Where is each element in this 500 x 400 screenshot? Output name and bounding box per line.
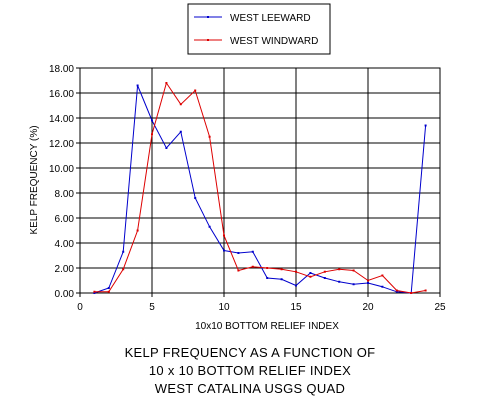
y-tick-label: 2.00	[55, 264, 75, 275]
data-point-west-leeward	[237, 252, 240, 254]
data-point-west-windward	[93, 290, 96, 293]
data-point-west-windward	[237, 269, 240, 272]
data-point-west-leeward	[223, 249, 225, 252]
data-point-west-leeward	[194, 197, 197, 199]
data-point-west-windward	[395, 289, 398, 292]
caption-line-1: KELP FREQUENCY AS A FUNCTION OF	[124, 345, 376, 360]
plot-frame	[79, 67, 441, 294]
legend-label-windward: WEST WINDWARD	[230, 36, 318, 47]
y-axis-ticks: 0.00 2.00 4.00 6.00 8.00 10.00 12.00 14.00 16.00…	[49, 64, 80, 300]
y-tick-label: 0.00	[55, 289, 75, 300]
x-tick-label: 5	[149, 302, 155, 313]
data-point-west-leeward	[266, 277, 269, 279]
data-point-west-windward	[323, 270, 326, 273]
data-point-west-windward	[309, 275, 312, 278]
y-tick-label: 6.00	[55, 214, 75, 225]
y-axis-title: KELP FREQUENCY (%)	[29, 125, 40, 234]
y-tick-label: 12.00	[49, 139, 74, 150]
data-point-west-leeward	[208, 225, 211, 228]
data-point-west-windward	[165, 82, 168, 84]
x-tick-label: 15	[290, 302, 302, 313]
data-point-west-windward	[107, 290, 110, 293]
caption-line-2: 10 x 10 BOTTOM RELIEF INDEX	[148, 363, 352, 378]
data-point-west-windward	[424, 289, 427, 292]
x-tick-label: 25	[434, 302, 446, 313]
data-point-west-windward	[352, 269, 355, 272]
data-point-west-leeward	[295, 284, 297, 287]
series-line-west-leeward	[94, 85, 427, 294]
data-point-west-leeward	[93, 292, 96, 294]
y-tick-label: 10.00	[49, 164, 74, 175]
data-point-west-windward	[410, 292, 413, 294]
x-axis-ticks: 0 5 10 15 20 25	[77, 293, 446, 313]
y-tick-label: 14.00	[49, 114, 74, 125]
legend-marker-windward	[207, 39, 209, 41]
data-point-west-leeward	[352, 283, 355, 286]
y-tick-label: 8.00	[55, 189, 75, 200]
legend-marker-leeward	[207, 16, 209, 18]
data-point-west-windward	[280, 268, 283, 271]
y-tick-label: 18.00	[49, 64, 74, 75]
x-axis-title: 10x10 BOTTOM RELIEF INDEX	[195, 321, 339, 332]
data-point-west-leeward	[424, 124, 427, 127]
x-tick-label: 0	[77, 302, 83, 313]
x-tick-label: 20	[362, 302, 374, 313]
caption-line-3: WEST CATALINA USGS QUAD	[154, 381, 346, 396]
data-point-west-windward	[122, 268, 125, 271]
data-point-west-windward	[295, 270, 297, 273]
data-point-west-leeward	[136, 84, 139, 87]
data-point-west-windward	[338, 268, 341, 271]
data-point-west-leeward	[107, 287, 110, 289]
data-point-west-leeward	[309, 272, 312, 274]
series-line-west-windward	[94, 81, 426, 294]
data-point-west-leeward	[151, 119, 153, 122]
y-tick-label: 4.00	[55, 239, 75, 250]
data-point-west-leeward	[323, 277, 326, 279]
data-point-west-leeward	[165, 147, 168, 149]
data-point-west-windward	[179, 103, 182, 106]
grid-vertical	[151, 68, 369, 293]
data-point-west-windward	[151, 133, 153, 136]
data-point-west-leeward	[367, 282, 369, 284]
x-tick-label: 10	[218, 302, 230, 313]
plot-area: 0 5 10 15 20 25 0.00 2.00 4.00 6.00 8.00 10.00 12.0…	[49, 64, 446, 313]
grid-horizontal	[80, 92, 440, 269]
data-point-west-leeward	[280, 278, 283, 281]
data-point-west-leeward	[395, 290, 398, 293]
data-point-west-windward	[208, 135, 211, 138]
data-point-west-windward	[136, 229, 139, 232]
data-point-west-windward	[194, 89, 197, 92]
data-point-west-windward	[367, 279, 369, 282]
data-point-west-leeward	[381, 285, 384, 288]
data-point-west-leeward	[338, 280, 341, 283]
legend-label-leeward: WEST LEEWARD	[230, 13, 311, 24]
data-point-west-leeward	[122, 250, 125, 253]
series-layer	[93, 81, 427, 294]
data-point-west-windward	[266, 267, 269, 269]
y-tick-label: 16.00	[49, 89, 74, 100]
legend-frame	[187, 3, 331, 55]
data-point-west-windward	[223, 234, 225, 237]
data-point-west-leeward	[251, 250, 254, 253]
data-point-west-leeward	[179, 130, 182, 133]
legend: WEST LEEWARD WEST WINDWARD	[187, 3, 331, 55]
data-point-west-windward	[381, 274, 384, 277]
data-point-west-windward	[251, 265, 254, 268]
